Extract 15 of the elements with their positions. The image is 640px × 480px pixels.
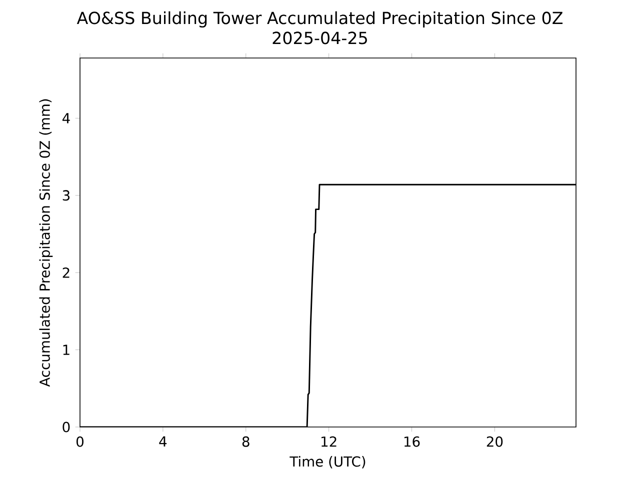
x-tick-label: 12 [322, 436, 336, 447]
y-axis-title: Accumulated Precipitation Since 0Z (mm) [39, 99, 53, 387]
y-tick-label: 1 [63, 344, 70, 355]
y-tick-label: 0 [62, 422, 70, 432]
chart-subtitle: 2025-04-25 [272, 32, 367, 44]
x-tick-label: 8 [242, 436, 250, 447]
x-tick-label: 16 [404, 436, 420, 447]
x-axis-title: Time (UTC) [290, 456, 366, 468]
y-tick-label: 3 [62, 190, 70, 201]
x-tick-label: 20 [486, 436, 503, 447]
y-tick-label: 2 [62, 267, 70, 278]
chart-title: AO&SS Building Tower Accumulated Precipitation Since 0Z [76, 11, 563, 28]
x-tick-label: 0 [76, 436, 84, 447]
y-tick-label: 4 [62, 113, 70, 124]
x-tick-label: 4 [159, 436, 167, 446]
